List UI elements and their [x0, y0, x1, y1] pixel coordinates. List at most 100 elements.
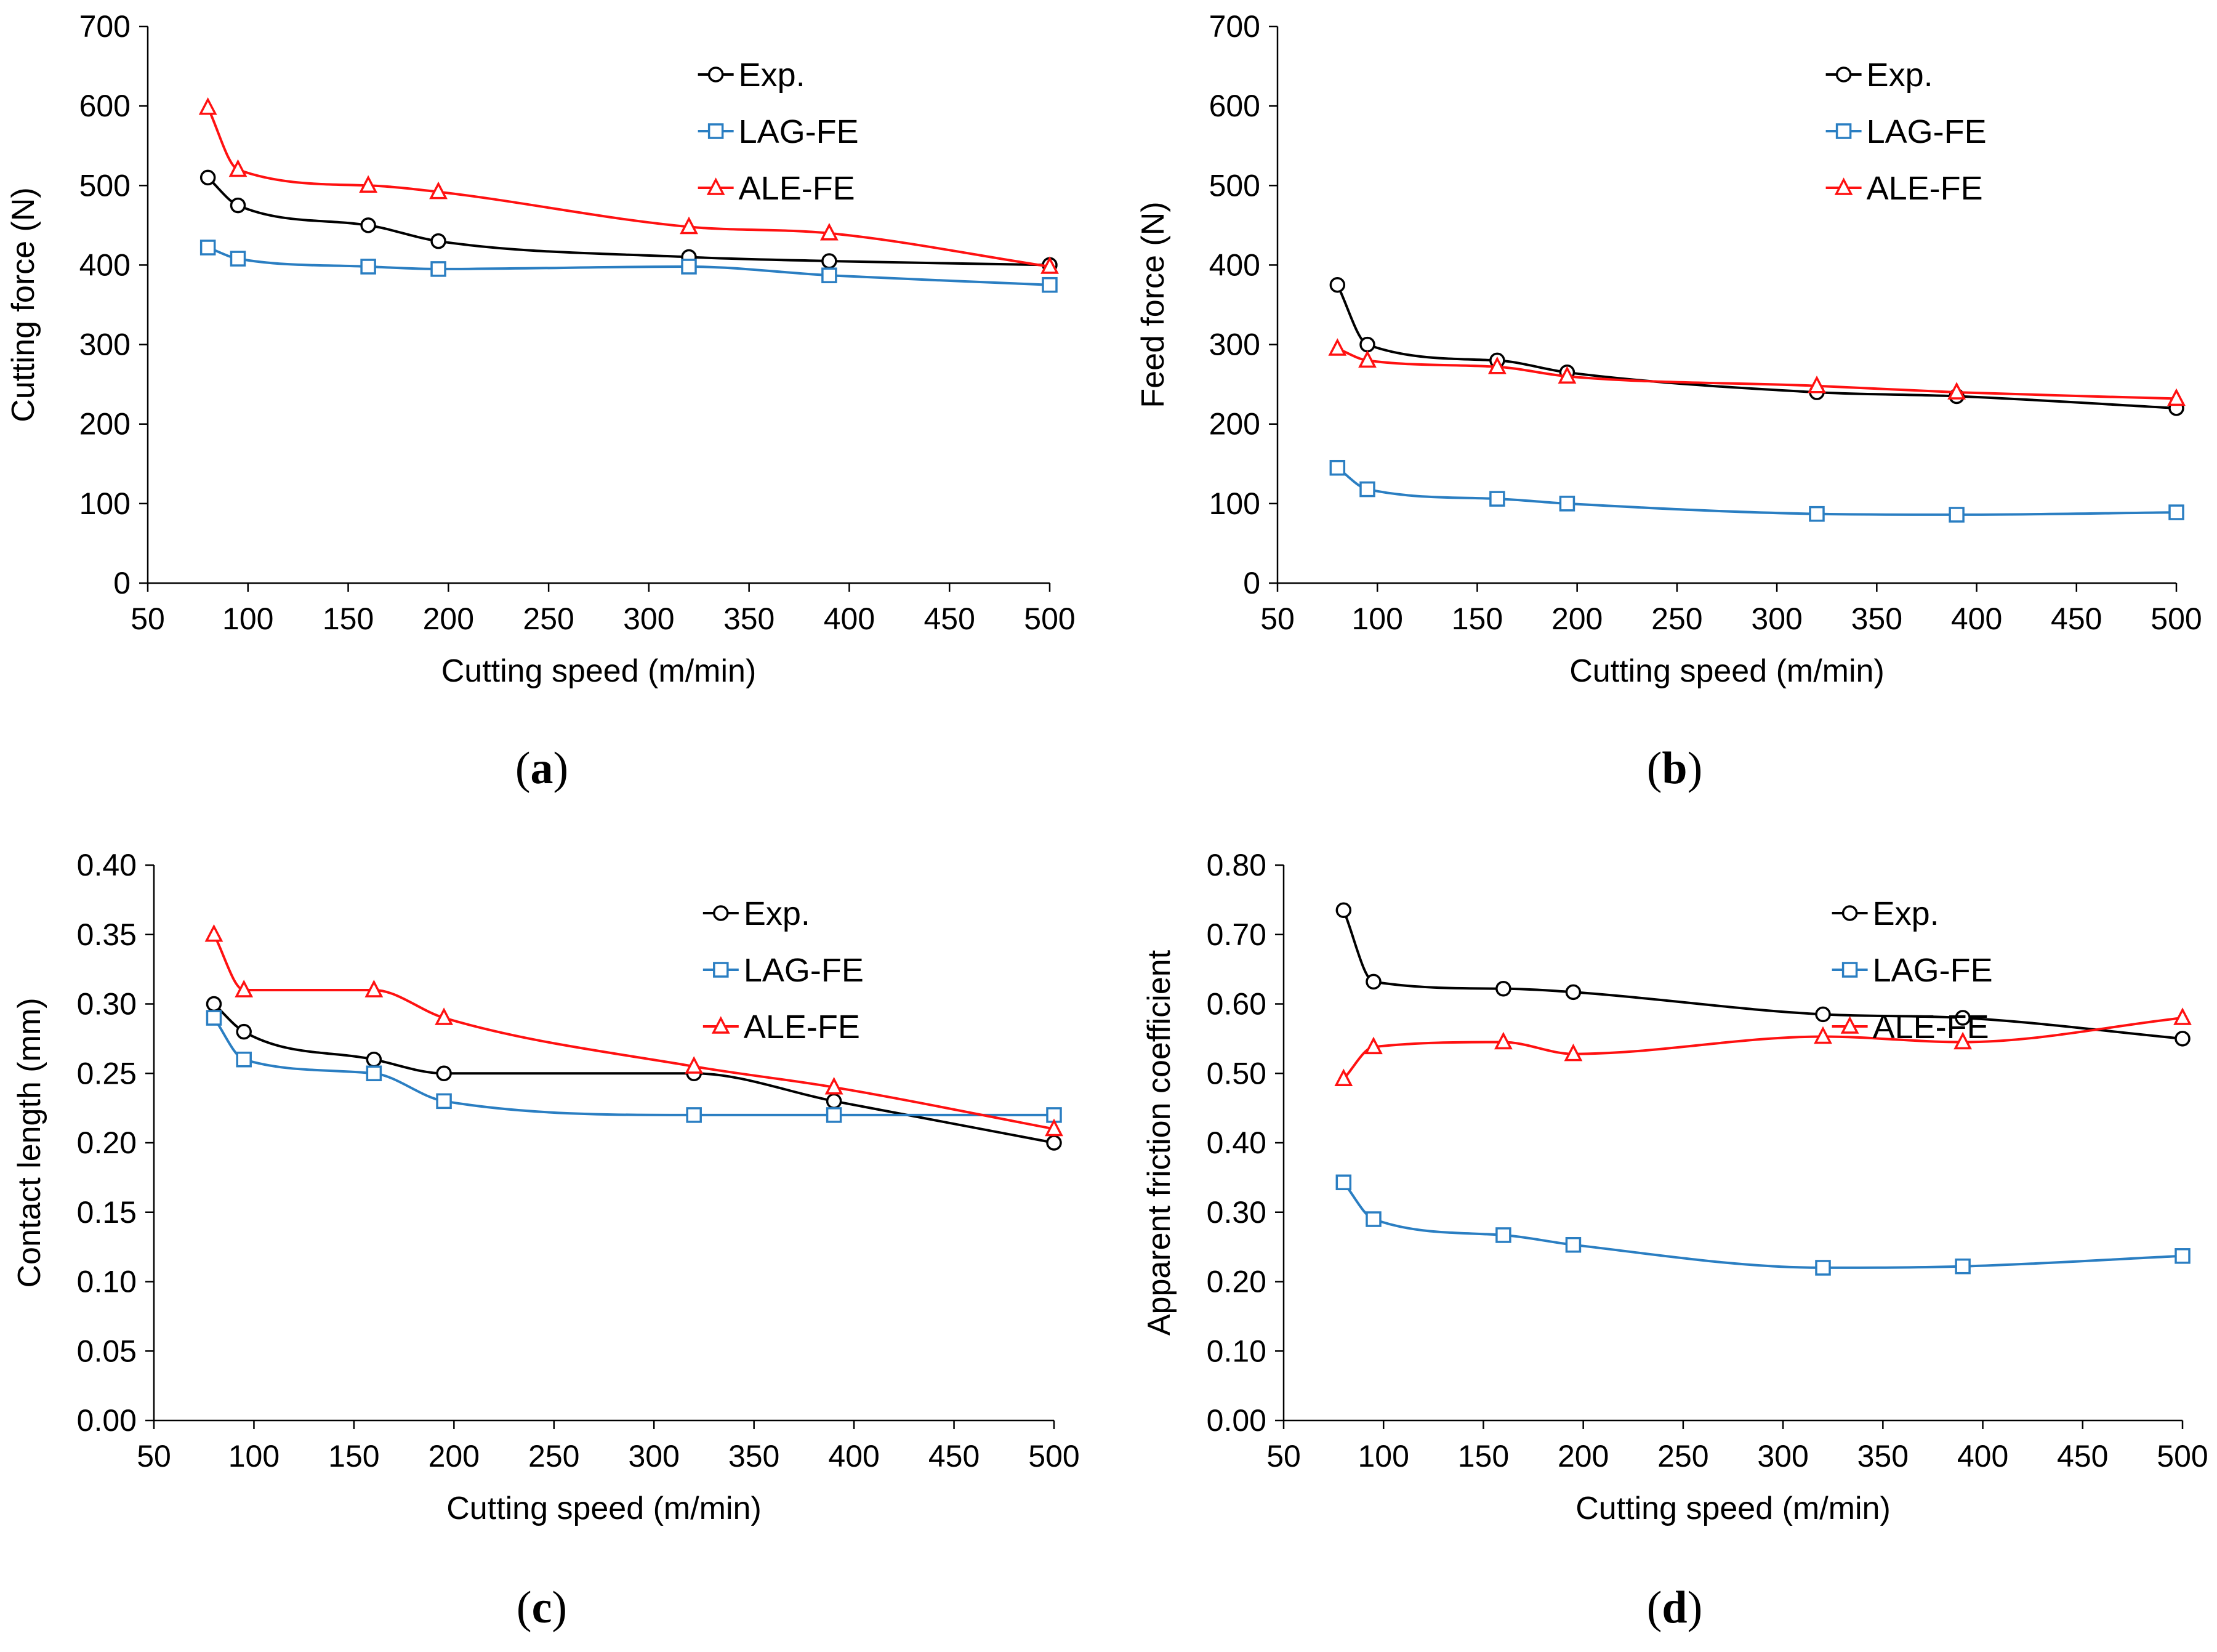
data-point: [360, 217, 376, 233]
legend-item: ALE-FE: [702, 1009, 860, 1046]
legend-label: ALE-FE: [1873, 1009, 1989, 1046]
legend-marker: [713, 962, 729, 978]
data-point: [1955, 1010, 1971, 1026]
data-point: [366, 1065, 382, 1081]
x-tick-label: 150: [1458, 1439, 1509, 1473]
data-point: [435, 1007, 453, 1025]
x-tick-label: 500: [2151, 602, 2202, 636]
data-point: [1364, 1036, 1383, 1055]
x-tick-label: 50: [137, 1439, 171, 1473]
data-point: [206, 996, 222, 1012]
data-point: [1042, 276, 1058, 293]
data-point: [1334, 1068, 1353, 1087]
y-tick-label: 0.20: [77, 1126, 137, 1160]
y-tick-label: 0.00: [1207, 1403, 1266, 1438]
x-tick-label: 350: [728, 1439, 779, 1473]
legend-marker: [707, 66, 724, 83]
y-axis-label: Apparent friction coefficient: [1141, 949, 1177, 1336]
legend-item: Exp.: [1832, 895, 1939, 932]
legend-label: Exp.: [1873, 895, 1939, 932]
x-axis-label: Cutting speed (m/min): [441, 653, 757, 689]
legend: Exp. LAG-FE ALE-FE: [1825, 57, 1987, 207]
data-point: [1815, 1006, 1831, 1023]
y-tick-label: 200: [79, 407, 131, 441]
series-exp: [199, 169, 1058, 273]
data-point: [1947, 382, 1966, 400]
data-point: [430, 261, 446, 277]
series-line: [1342, 1017, 2183, 1080]
data-point: [436, 1065, 452, 1081]
x-tick-label: 100: [222, 602, 273, 636]
y-tick-label: 700: [79, 9, 131, 44]
data-point: [2175, 1248, 2191, 1264]
legend-item: Exp.: [702, 895, 810, 932]
data-point: [826, 1107, 842, 1123]
x-tick-label: 50: [131, 602, 165, 636]
data-point: [1366, 1211, 1382, 1227]
panel-label: (d): [1647, 1582, 1702, 1633]
data-point: [204, 924, 223, 942]
data-point: [359, 175, 377, 193]
data-point: [1815, 1260, 1831, 1276]
y-tick-label: 500: [79, 168, 131, 203]
legend-label: LAG-FE: [1867, 113, 1987, 150]
legend-marker: [1835, 66, 1852, 83]
x-tick-label: 150: [323, 602, 374, 636]
y-tick-label: 600: [1209, 89, 1260, 123]
data-point: [1559, 496, 1575, 512]
y-tick-label: 500: [1209, 168, 1260, 203]
data-point: [199, 169, 216, 186]
data-point: [2167, 388, 2186, 406]
data-point: [230, 251, 246, 267]
series-lag-fe: [1335, 1174, 2191, 1276]
panel-label: (c): [517, 1582, 567, 1633]
data-point: [236, 1023, 252, 1040]
y-tick-label: 0.05: [77, 1334, 137, 1368]
x-tick-label: 200: [1551, 602, 1603, 636]
y-tick-label: 0.40: [77, 848, 137, 882]
data-point: [2173, 1007, 2192, 1025]
legend-label: ALE-FE: [744, 1009, 860, 1046]
legend-item: ALE-FE: [1825, 170, 1983, 207]
chart-panel-d: 0.00 0.10 0.20 0.30 0.40 0.50 0.60 0.70 0.80 50 10…: [1141, 848, 2208, 1526]
data-point: [680, 216, 698, 235]
y-axis-label: Contact length (mm): [12, 997, 47, 1287]
data-point: [826, 1093, 842, 1110]
x-tick-label: 500: [1024, 602, 1075, 636]
y-tick-label: 0.35: [77, 917, 137, 952]
data-point: [360, 259, 376, 275]
series-line: [1337, 467, 2177, 516]
series-line: [1336, 284, 2177, 409]
x-tick-label: 400: [1951, 602, 2002, 636]
legend-item: Exp.: [1825, 57, 1933, 94]
data-point: [1328, 338, 1347, 356]
data-point: [1329, 276, 1346, 293]
y-tick-label: 100: [79, 486, 131, 521]
legend-label: ALE-FE: [739, 170, 855, 207]
data-point: [230, 197, 246, 214]
x-tick-label: 200: [423, 602, 474, 636]
series-line: [1342, 909, 2183, 1040]
legend: Exp. LAG-FE ALE-FE: [698, 57, 859, 207]
data-point: [206, 1010, 222, 1026]
x-tick-label: 300: [629, 1439, 680, 1473]
legend-item: ALE-FE: [1832, 1009, 1989, 1046]
series-line: [212, 933, 1055, 1130]
x-axis-label: Cutting speed (m/min): [1575, 1491, 1891, 1526]
x-tick-label: 50: [1260, 602, 1295, 636]
y-axis-label: Cutting force (N): [6, 187, 41, 422]
y-tick-label: 0.25: [77, 1056, 137, 1090]
legend-label: Exp.: [739, 57, 805, 94]
data-point: [1949, 507, 1965, 523]
y-tick-label: 0.30: [77, 987, 137, 1021]
chart-panel-c: 0.00 0.05 0.10 0.15 0.20 0.25 0.30 0.35 0.40 50 10…: [12, 848, 1080, 1526]
y-tick-label: 200: [1209, 407, 1260, 441]
data-point: [2175, 1031, 2191, 1047]
data-point: [1494, 1031, 1513, 1050]
x-tick-label: 300: [1757, 1439, 1808, 1473]
x-tick-label: 50: [1266, 1439, 1301, 1473]
series-ale-fe: [1328, 338, 2186, 406]
legend-item: LAG-FE: [698, 113, 859, 150]
y-axis-label: Feed force (N): [1135, 201, 1171, 408]
legend-marker: [706, 177, 725, 195]
